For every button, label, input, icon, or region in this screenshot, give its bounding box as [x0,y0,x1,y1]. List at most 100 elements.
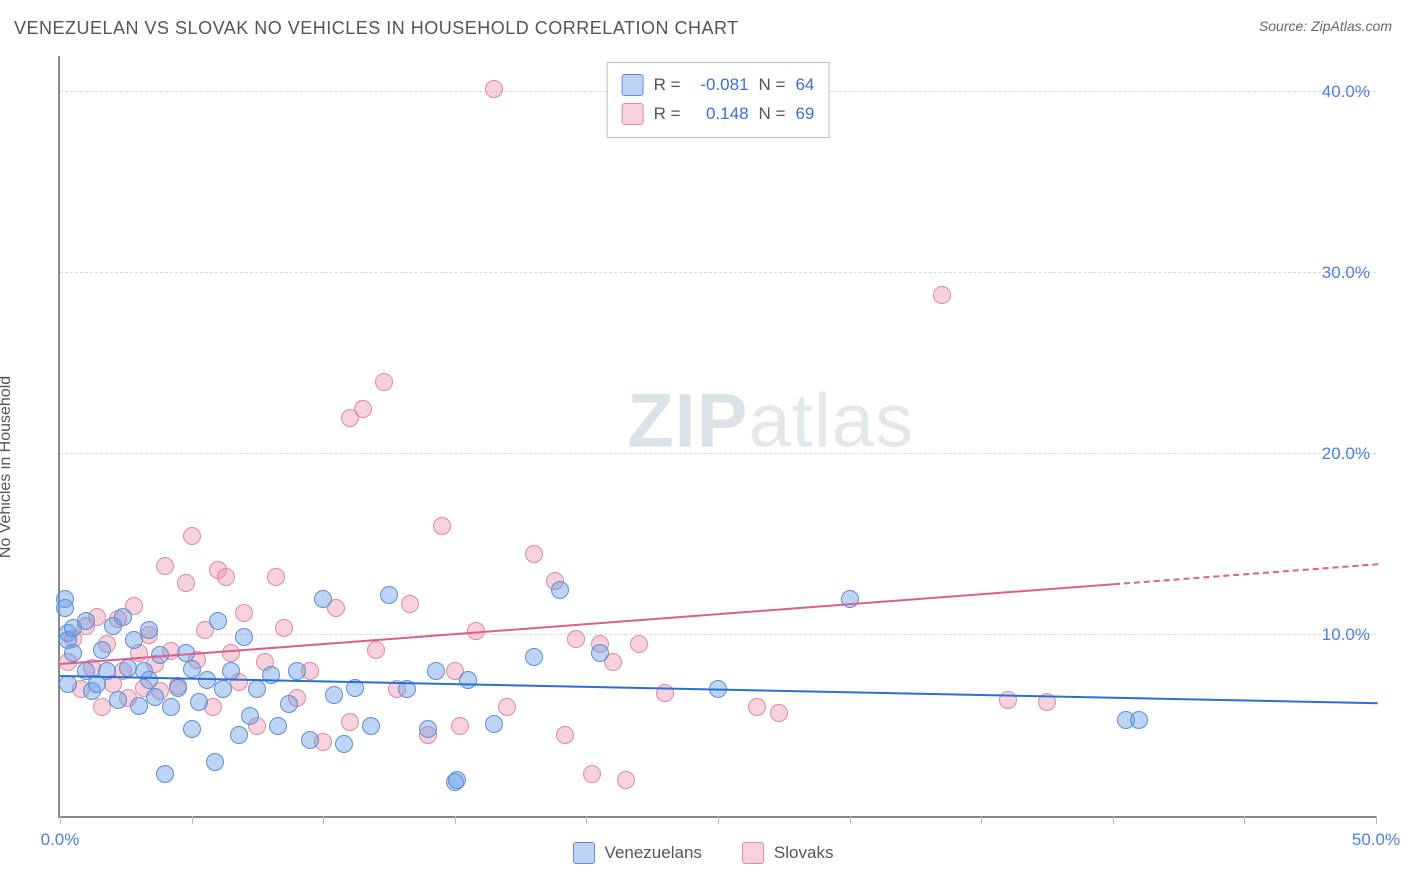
legend-stat: R = [654,71,681,100]
point-venezuelan [459,671,477,689]
x-tick [192,816,193,824]
x-tick [1113,816,1114,824]
legend-swatch [622,74,644,96]
point-venezuelan [362,717,380,735]
trend-line-slovak [60,564,1378,664]
legend-stat: 64 [795,71,814,100]
point-slovak [567,630,585,648]
point-venezuelan [485,715,503,733]
point-venezuelan [183,660,201,678]
point-venezuelan [56,599,74,617]
gridline [60,272,1376,273]
x-tick [850,816,851,824]
legend-stat: N = [759,100,786,129]
point-slovak [217,568,235,586]
gridline [60,453,1376,454]
point-slovak [485,80,503,98]
point-slovak [451,717,469,735]
point-venezuelan [146,688,164,706]
point-slovak [375,373,393,391]
point-venezuelan [280,695,298,713]
point-slovak [433,517,451,535]
gridline [60,634,1376,635]
x-tick [60,816,61,824]
legend-swatch [622,103,644,125]
point-venezuelan [235,628,253,646]
point-venezuelan [169,679,187,697]
point-slovak [556,726,574,744]
point-venezuelan [1130,711,1148,729]
point-venezuelan [448,771,466,789]
point-venezuelan [109,691,127,709]
y-tick-label: 20.0% [1308,444,1370,464]
point-venezuelan [209,612,227,630]
point-venezuelan [380,586,398,604]
page-title: VENEZUELAN VS SLOVAK NO VEHICLES IN HOUS… [14,18,739,38]
point-slovak [770,704,788,722]
point-venezuelan [248,680,266,698]
legend-stat: 69 [795,100,814,129]
point-venezuelan [140,671,158,689]
swatch-blue [573,842,595,864]
point-venezuelan [325,686,343,704]
series-legend: Venezuelans Slovaks [14,842,1392,864]
point-venezuelan [214,680,232,698]
point-venezuelan [162,698,180,716]
point-slovak [341,713,359,731]
point-venezuelan [241,707,259,725]
x-tick [586,816,587,824]
point-slovak [354,400,372,418]
point-venezuelan [230,726,248,744]
point-venezuelan [419,720,437,738]
x-tick [1244,816,1245,824]
point-slovak [630,635,648,653]
point-slovak [583,765,601,783]
point-venezuelan [288,662,306,680]
point-venezuelan [301,731,319,749]
point-venezuelan [156,765,174,783]
point-venezuelan [427,662,445,680]
y-tick-label: 40.0% [1308,82,1370,102]
legend-row: R = -0.081 N = 64 [622,71,815,100]
correlation-chart: No Vehicles in Household ZIPatlas R = -0… [14,56,1392,878]
source-link[interactable]: ZipAtlas.com [1311,18,1392,34]
point-venezuelan [206,753,224,771]
point-venezuelan [551,581,569,599]
point-slovak [525,545,543,563]
legend-stat: N = [759,71,786,100]
point-venezuelan [335,735,353,753]
point-slovak [933,286,951,304]
point-venezuelan [183,720,201,738]
point-slovak [222,644,240,662]
point-venezuelan [190,693,208,711]
point-slovak [267,568,285,586]
point-venezuelan [140,621,158,639]
legend-stat: 0.148 [691,100,749,129]
point-venezuelan [93,641,111,659]
point-slovak [177,574,195,592]
point-slovak [367,641,385,659]
point-slovak [401,595,419,613]
point-venezuelan [64,644,82,662]
point-slovak [748,698,766,716]
legend-stat: -0.081 [691,71,749,100]
point-venezuelan [125,631,143,649]
stats-legend: R = -0.081 N = 64 R = 0.148 N = 69 [607,62,830,138]
point-venezuelan [525,648,543,666]
y-axis-label: No Vehicles in Household [0,376,15,558]
point-venezuelan [314,590,332,608]
point-slovak [617,771,635,789]
y-tick-label: 30.0% [1308,263,1370,283]
x-tick [323,816,324,824]
legend-row: R = 0.148 N = 69 [622,100,815,129]
point-slovak [498,698,516,716]
swatch-pink [742,842,764,864]
point-venezuelan [77,612,95,630]
point-slovak [156,557,174,575]
point-venezuelan [59,675,77,693]
point-venezuelan [269,717,287,735]
point-slovak [235,604,253,622]
plot-area: ZIPatlas R = -0.081 N = 64 R = 0.148 N =… [58,56,1376,818]
x-tick [718,816,719,824]
legend-stat: R = [654,100,681,129]
